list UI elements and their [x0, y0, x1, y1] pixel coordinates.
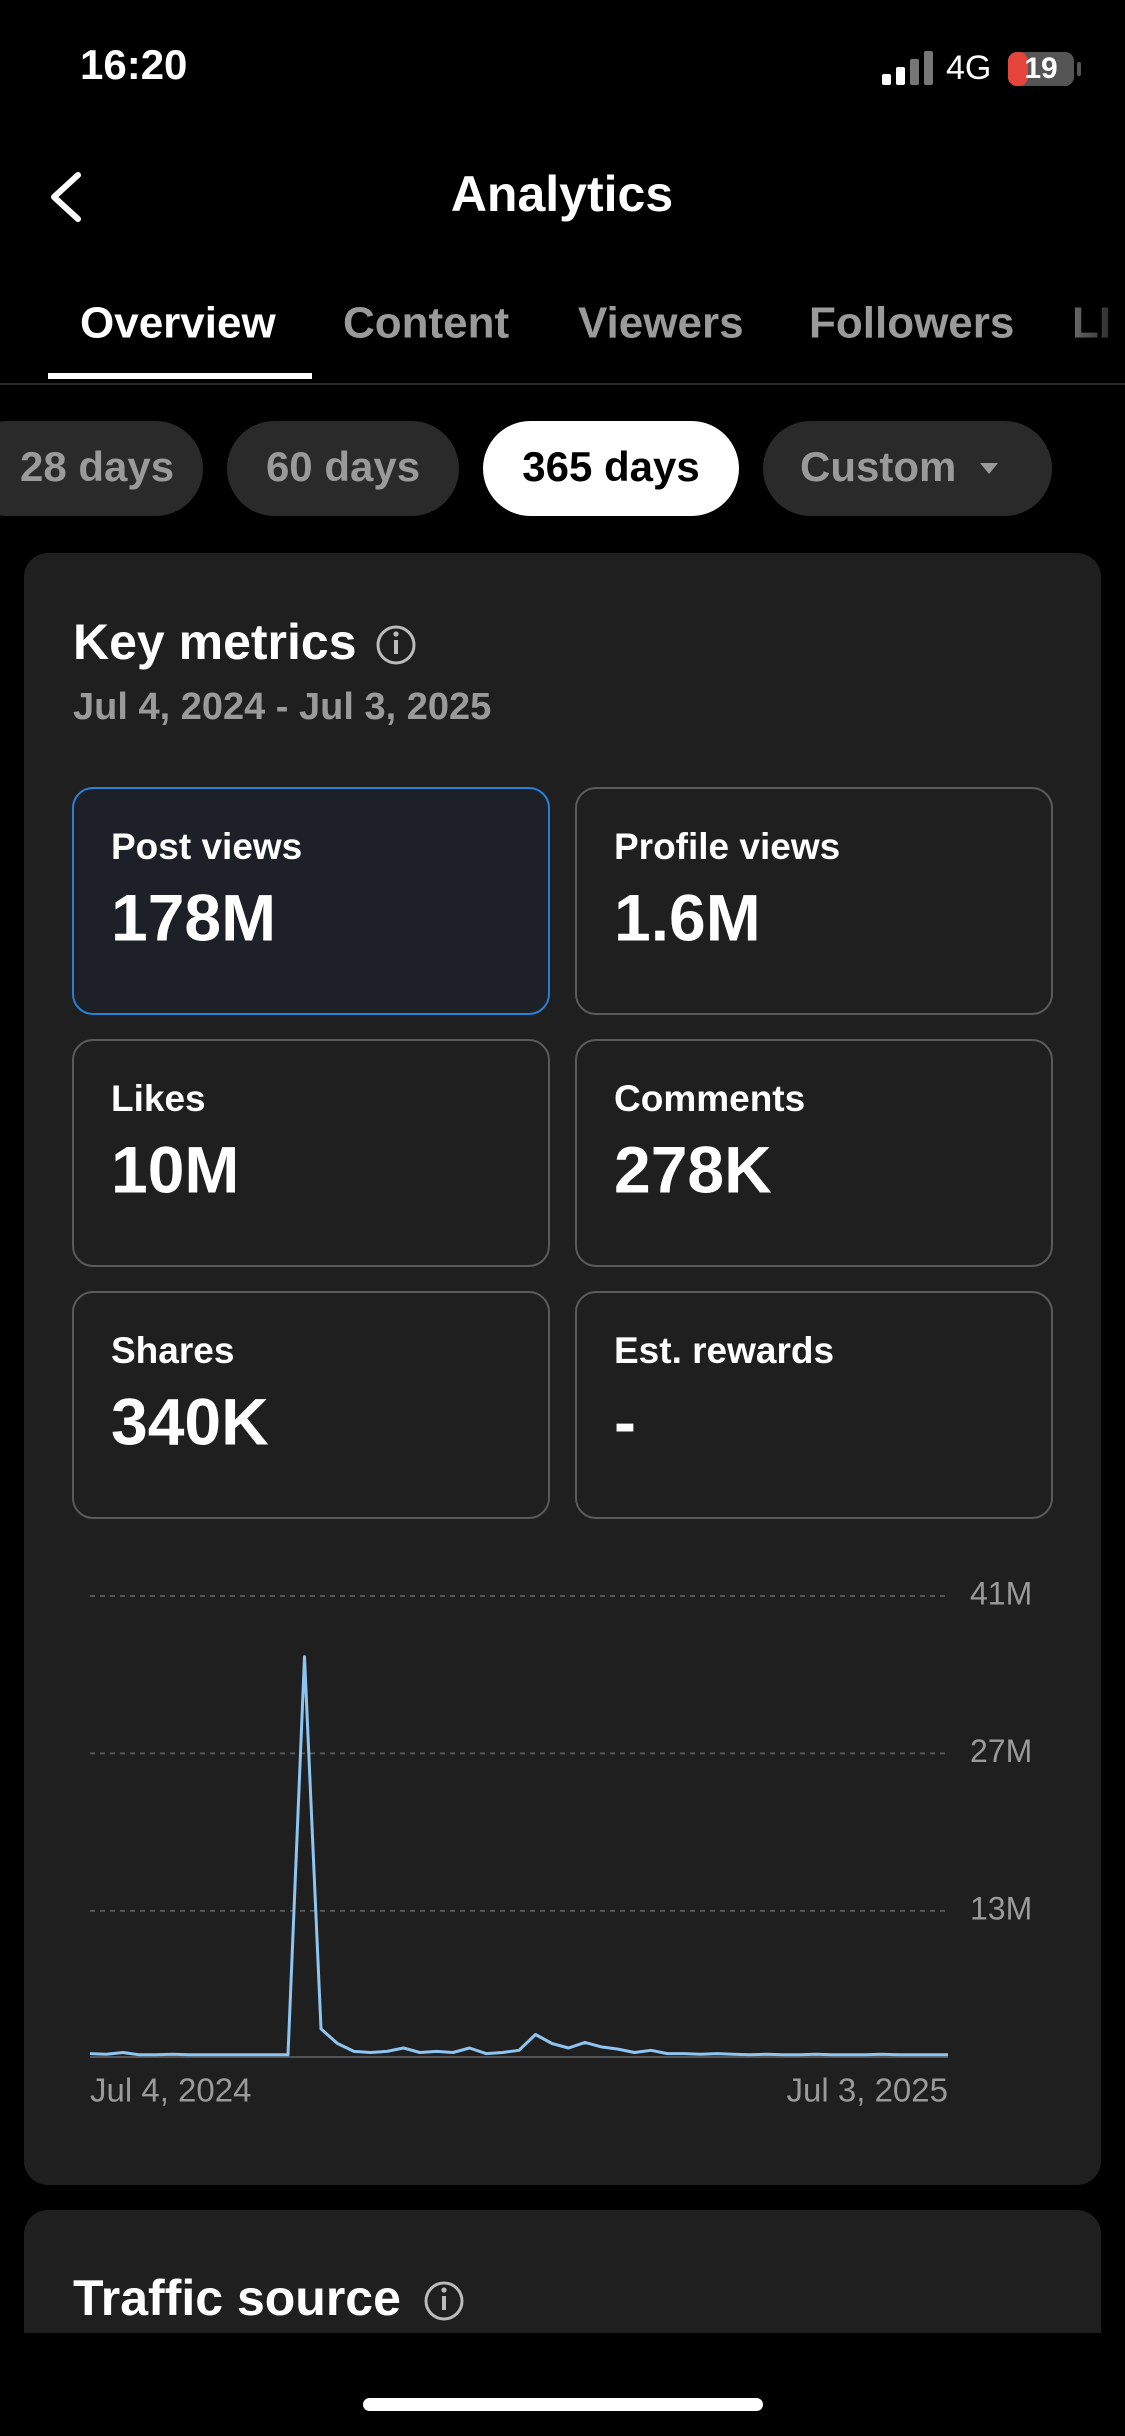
filter-label: 60 days	[266, 443, 420, 490]
x-tick-label: Jul 4, 2024	[90, 2072, 251, 2109]
home-indicator	[363, 2398, 763, 2411]
page-title: Analytics	[451, 166, 673, 222]
metric-box[interactable]	[575, 787, 1053, 1015]
metric-label: Shares	[111, 1330, 234, 1371]
metric-label: Est. rewards	[614, 1330, 834, 1371]
filter-pill[interactable]	[763, 421, 1052, 516]
filter-label: 365 days	[522, 443, 699, 490]
metric-box[interactable]	[575, 1291, 1053, 1519]
signal-icon	[882, 51, 933, 85]
tab-fade	[1040, 270, 1125, 380]
filter-label: Custom	[800, 443, 956, 490]
section-title: Key metrics	[73, 614, 357, 670]
tab[interactable]: Overview	[80, 299, 276, 348]
metric-label: Profile views	[614, 826, 840, 867]
metric-value: 278K	[614, 1132, 772, 1206]
tab[interactable]: Content	[343, 299, 510, 348]
metric-value: -	[614, 1384, 636, 1458]
filter-pill[interactable]	[0, 421, 203, 516]
y-tick-label: 27M	[970, 1733, 1032, 1769]
x-tick-label: Jul 3, 2025	[787, 2072, 948, 2109]
tab-underline	[48, 373, 312, 379]
battery: 19	[1024, 52, 1057, 85]
metric-label: Post views	[111, 826, 302, 867]
section-title: Traffic source	[73, 2270, 401, 2326]
info-icon[interactable]	[424, 2281, 464, 2321]
battery-level	[1008, 52, 1028, 86]
metric-box[interactable]	[72, 1291, 550, 1519]
tab-divider	[0, 383, 1125, 385]
metric-box[interactable]	[72, 1039, 550, 1267]
network: 4G	[946, 49, 991, 87]
metric-value: 10M	[111, 1132, 239, 1206]
y-tick-label: 13M	[970, 1890, 1032, 1926]
metric-label: Likes	[111, 1078, 206, 1119]
metric-box[interactable]	[72, 787, 550, 1015]
y-tick-label: 41M	[970, 1575, 1032, 1611]
metric-value: 178M	[111, 880, 276, 954]
bottom-bar	[0, 2333, 1125, 2436]
time: 16:20	[80, 41, 187, 88]
metric-value: 1.6M	[614, 880, 761, 954]
metric-value: 340K	[111, 1384, 269, 1458]
filter-pill[interactable]	[227, 421, 459, 516]
metric-box[interactable]	[575, 1039, 1053, 1267]
filter-pill[interactable]	[483, 421, 739, 516]
tab[interactable]: Followers	[809, 299, 1014, 348]
dropdown-arrow	[980, 463, 998, 474]
filter-label: 28 days	[20, 443, 174, 490]
date-range: Jul 4, 2024 - Jul 3, 2025	[73, 686, 491, 728]
info-icon[interactable]	[376, 625, 416, 665]
data-line	[89, 1655, 948, 2057]
back-button[interactable]	[51, 172, 81, 222]
battery-tip	[1077, 62, 1081, 76]
metric-label: Comments	[614, 1078, 805, 1119]
tab[interactable]: Viewers	[578, 299, 744, 348]
